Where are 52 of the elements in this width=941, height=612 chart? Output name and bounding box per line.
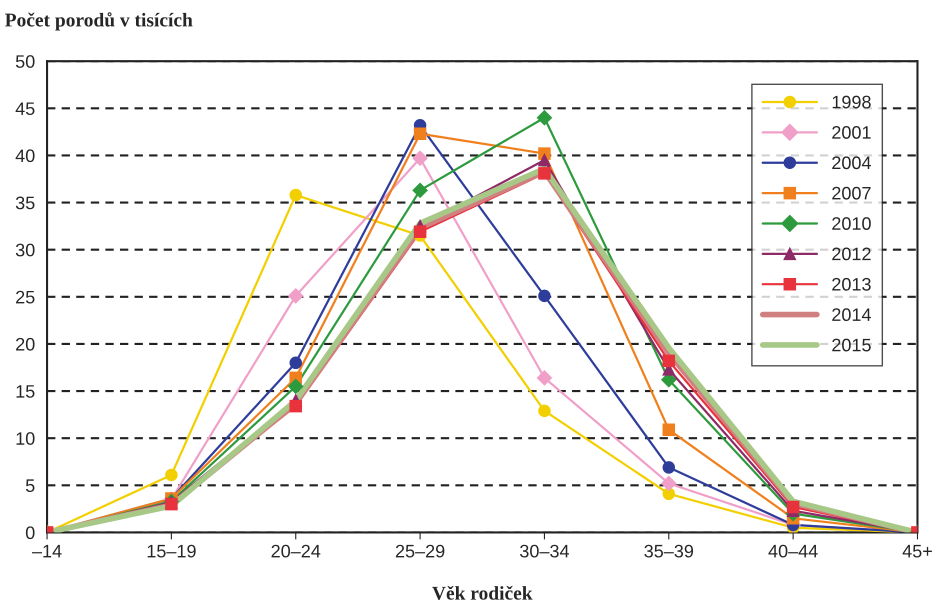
y-tick-label: 40 (16, 149, 35, 162)
legend-label: 2012 (832, 248, 871, 260)
point (289, 400, 302, 412)
point (536, 110, 552, 126)
point (538, 167, 551, 180)
legend-label: 2013 (832, 278, 871, 291)
chart-title: Počet porodů v tisících (5, 12, 193, 31)
y-tick-label: 20 (16, 338, 35, 351)
y-tick-label: 10 (16, 432, 35, 445)
x-tick-label: 45+ (902, 544, 932, 558)
point (165, 498, 178, 510)
point (786, 500, 800, 514)
y-tick-label: 45 (16, 102, 34, 116)
point (289, 356, 302, 370)
point (289, 188, 302, 202)
point (536, 370, 552, 386)
point (414, 128, 426, 140)
y-tick-label: 35 (16, 196, 34, 210)
y-tick-label: 15 (16, 385, 34, 398)
point (165, 468, 178, 482)
x-tick-label: 20–24 (272, 544, 320, 558)
point (288, 288, 304, 304)
x-tick-label: 25–29 (396, 544, 444, 558)
x-tick-label: 35–39 (644, 544, 694, 558)
legend-label: 2004 (832, 156, 871, 170)
x-tick-label: 15–19 (148, 544, 196, 558)
point (662, 423, 676, 436)
point (538, 154, 551, 166)
legend-label: 2015 (832, 338, 871, 352)
point (414, 226, 426, 238)
point (412, 182, 428, 198)
point (662, 461, 676, 474)
y-tick-label: 25 (16, 290, 34, 304)
y-tick-label: 0 (26, 526, 35, 540)
legend-label: 2007 (832, 186, 871, 200)
legend-label: 2010 (832, 217, 871, 230)
point (288, 378, 304, 394)
y-tick-label: 30 (16, 244, 35, 256)
x-tick-label: 40–44 (768, 544, 818, 558)
legend-label: 1998 (832, 96, 871, 108)
point (412, 150, 428, 166)
x-tick-label: –14 (32, 544, 62, 558)
point (538, 290, 551, 302)
x-tick-label: 30–34 (520, 544, 570, 558)
point (661, 476, 676, 491)
legend-label: 2001 (832, 126, 871, 139)
y-tick-label: 50 (16, 55, 35, 68)
legend-label: 2014 (832, 308, 871, 322)
y-tick-label: 5 (26, 479, 34, 492)
point (538, 404, 551, 418)
x-axis-title: Věk rodiček (432, 586, 533, 600)
point (662, 354, 676, 368)
